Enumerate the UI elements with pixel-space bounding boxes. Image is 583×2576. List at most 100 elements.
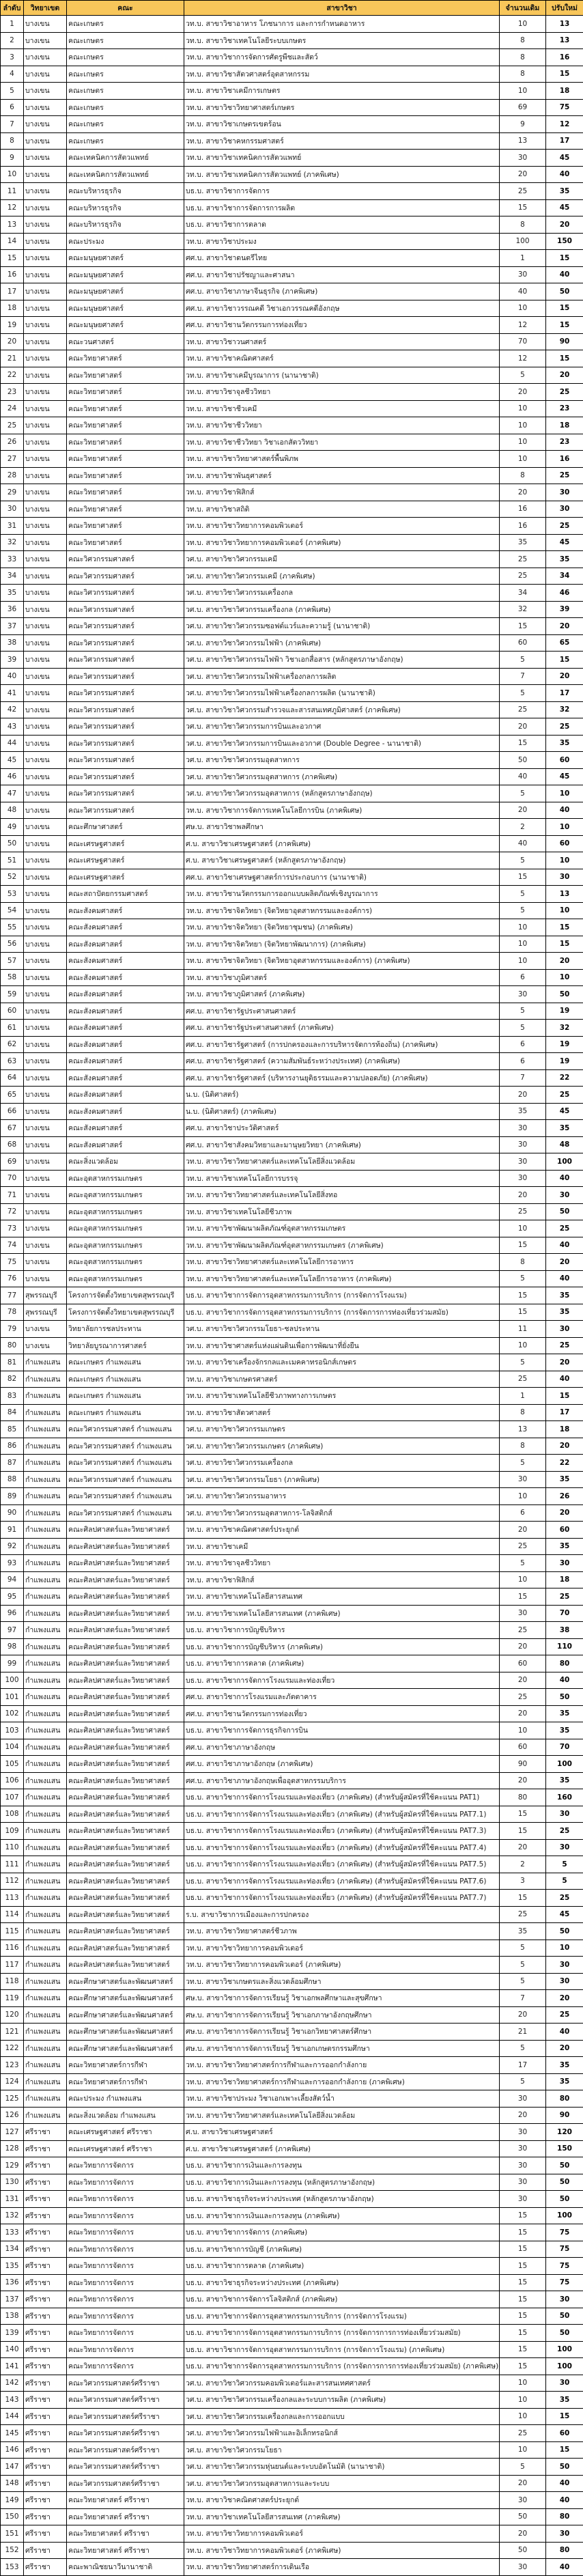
cell-new-count: 45: [546, 1103, 583, 1120]
cell-original-count: 20: [500, 1087, 546, 1104]
cell-major: วศ.บ. สาขาวิชาวิศวกรรมการบินและอวกาศ (Do…: [184, 735, 500, 752]
cell-major: บธ.บ. สาขาวิชาการบัญชี (ภาคพิเศษ): [184, 2241, 500, 2258]
cell-faculty: คณะอุตสาหกรรมเกษตร: [67, 1254, 184, 1271]
cell-original-count: 35: [500, 534, 546, 551]
cell-campus: กำแพงแสน: [24, 1588, 67, 1606]
cell-order: 65: [1, 1087, 24, 1104]
cell-new-count: 50: [546, 2157, 583, 2174]
cell-new-count: 15: [546, 317, 583, 334]
cell-order: 67: [1, 1120, 24, 1137]
cell-original-count: 20: [500, 384, 546, 401]
cell-new-count: 90: [546, 2107, 583, 2124]
cell-campus: ศรีราชา: [24, 2542, 67, 2559]
cell-campus: กำแพงแสน: [24, 1823, 67, 1840]
cell-order: 100: [1, 1672, 24, 1689]
cell-new-count: 60: [546, 1522, 583, 1539]
cell-new-count: 30: [546, 1321, 583, 1338]
cell-campus: ศรีราชา: [24, 2559, 67, 2576]
cell-major: วศ.บ. สาขาวิชาวิศวกรรมอุตสาหการ: [184, 752, 500, 769]
cell-order: 90: [1, 1504, 24, 1522]
cell-campus: บางเขน: [24, 902, 67, 919]
cell-major: วศ.บ. สาขาวิชาวิศวกรรมไฟฟ้าเครื่องกลการผ…: [184, 668, 500, 685]
cell-faculty: คณะศิลปศาสตร์และวิทยาศาสตร์: [67, 1655, 184, 1672]
cell-major: ศศ.บ. สาขาวิชาภาษาจีนธุรกิจ (ภาคพิเศษ): [184, 283, 500, 300]
cell-faculty: คณะศิลปศาสตร์และวิทยาศาสตร์: [67, 1705, 184, 1722]
cell-order: 48: [1, 802, 24, 819]
cell-faculty: คณะวิศวกรรมศาสตร์ กำแพงแสน: [67, 1455, 184, 1472]
cell-original-count: 20: [500, 2006, 546, 2024]
cell-major: วศ.บ. สาขาวิชาวิศวกรรมอุตสาหการ (ภาคพิเศ…: [184, 768, 500, 785]
cell-original-count: 40: [500, 835, 546, 852]
cell-order: 152: [1, 2542, 24, 2559]
cell-campus: บางเขน: [24, 685, 67, 702]
cell-faculty: คณะศิลปศาสตร์และวิทยาศาสตร์: [67, 1890, 184, 1907]
cell-order: 106: [1, 1772, 24, 1789]
cell-new-count: 50: [546, 2191, 583, 2208]
cell-new-count: 25: [546, 1337, 583, 1354]
cell-faculty: คณะวิทยาศาสตร์การกีฬา: [67, 2073, 184, 2090]
cell-original-count: 20: [500, 802, 546, 819]
cell-campus: กำแพงแสน: [24, 1455, 67, 1472]
cell-original-count: 30: [500, 266, 546, 283]
cell-major: วท.บ. สาขาวิชาวิทยาการคอมพิวเตอร์: [184, 2525, 500, 2543]
cell-major: ศศ.บ. สาขาวิชาเศรษฐศาสตร์การประกอบการ (น…: [184, 869, 500, 886]
cell-order: 49: [1, 819, 24, 836]
cell-order: 70: [1, 1170, 24, 1187]
cell-new-count: 17: [546, 132, 583, 150]
cell-faculty: วิทยาลัยการชลประทาน: [67, 1321, 184, 1338]
cell-major: วศ.บ. สาขาวิชาวิศวกรรมเครื่องกลและระบบกา…: [184, 2392, 500, 2409]
cell-campus: กำแพงแสน: [24, 1906, 67, 1923]
header-campus: วิทยาเขต: [24, 1, 67, 16]
cell-order: 23: [1, 384, 24, 401]
cell-campus: บางเขน: [24, 585, 67, 602]
cell-campus: กำแพงแสน: [24, 1488, 67, 1505]
cell-campus: ศรีราชา: [24, 2308, 67, 2325]
cell-major: วท.บ. สาขาวิชาเครื่องจักรกลและเมคคาทรอนิ…: [184, 1354, 500, 1371]
cell-faculty: คณะประมง กำแพงแสน: [67, 2090, 184, 2108]
cell-faculty: คณะเกษตร: [67, 16, 184, 33]
cell-new-count: 18: [546, 83, 583, 100]
cell-faculty: คณะวิทยาศาสตร์: [67, 367, 184, 384]
cell-major: ศศ.บ. สาขาวิชารัฐศาสตร์ (ความสัมพันธ์ระห…: [184, 1053, 500, 1070]
cell-faculty: คณะเศรษฐศาสตร์: [67, 852, 184, 869]
cell-order: 139: [1, 2325, 24, 2342]
cell-faculty: คณะเกษตร กำแพงแสน: [67, 1354, 184, 1371]
cell-campus: กำแพงแสน: [24, 1839, 67, 1856]
cell-order: 121: [1, 2024, 24, 2041]
cell-major: บธ.บ. สาขาวิชาการตลาด (ภาคพิเศษ): [184, 2258, 500, 2275]
cell-major: วท.บ. สาขาวิชาวิทยาศาสตร์และเทคโนโลยีการ…: [184, 1270, 500, 1287]
cell-major: ศษ.บ. สาขาวิชาการจัดการเรียนรู้ วิชาเอกว…: [184, 2024, 500, 2041]
cell-faculty: คณะสังคมศาสตร์: [67, 953, 184, 970]
cell-new-count: 150: [546, 233, 583, 250]
cell-faculty: คณะศึกษาศาสตร์: [67, 819, 184, 836]
cell-major: วท.บ. สาขาวิชาประมง: [184, 233, 500, 250]
cell-new-count: 160: [546, 1789, 583, 1806]
cell-faculty: คณะวิศวกรรมศาสตร์: [67, 618, 184, 635]
cell-new-count: 15: [546, 919, 583, 936]
cell-faculty: คณะวิศวกรรมศาสตร์: [67, 568, 184, 585]
cell-faculty: คณะวิศวกรรมศาสตร์: [67, 668, 184, 685]
cell-original-count: 15: [500, 2258, 546, 2275]
cell-order: 17: [1, 283, 24, 300]
cell-major: บธ.บ. สาขาวิชาการจัดการโรงแรมและท่องเที่…: [184, 1823, 500, 1840]
cell-new-count: 40: [546, 2024, 583, 2041]
cell-campus: บางเขน: [24, 250, 67, 267]
cell-original-count: 10: [500, 2375, 546, 2392]
cell-order: 108: [1, 1806, 24, 1823]
header-major: สาขาวิชา: [184, 1, 500, 16]
cell-original-count: 30: [500, 986, 546, 1003]
cell-campus: บางเขน: [24, 1170, 67, 1187]
